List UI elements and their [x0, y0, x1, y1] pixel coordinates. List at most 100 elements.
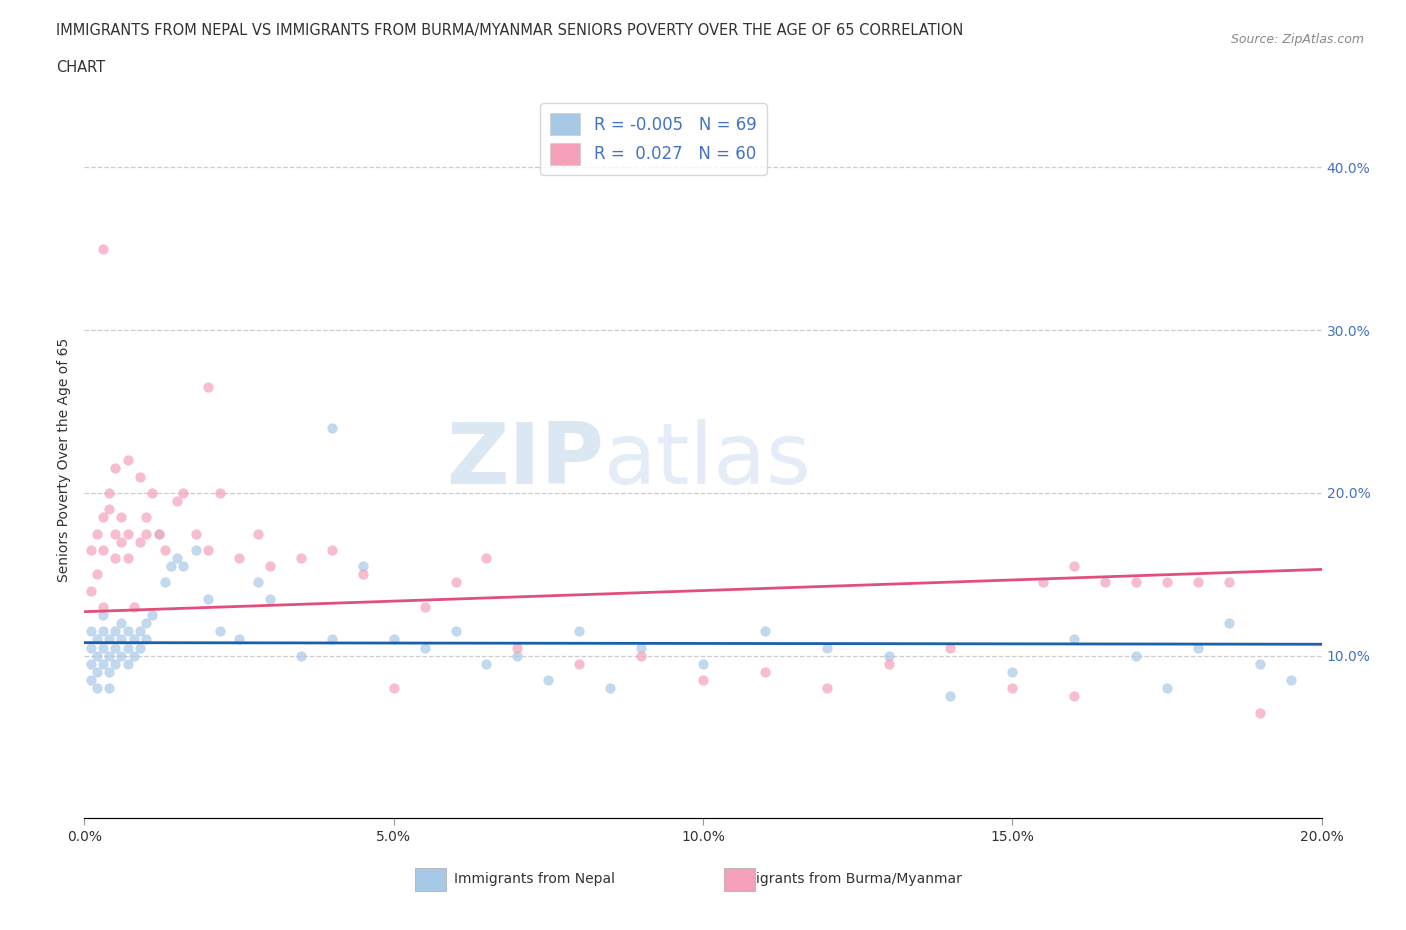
Text: Source: ZipAtlas.com: Source: ZipAtlas.com	[1230, 33, 1364, 46]
Point	[1032, 575, 1054, 590]
Point	[1094, 575, 1116, 590]
Point	[135, 510, 157, 525]
Point	[246, 526, 269, 541]
Point	[91, 657, 114, 671]
Point	[104, 551, 127, 565]
Point	[104, 526, 127, 541]
Point	[1125, 648, 1147, 663]
Point	[122, 600, 145, 615]
Point	[1063, 559, 1085, 574]
Point	[110, 632, 132, 647]
Point	[148, 526, 170, 541]
Point	[104, 640, 127, 655]
Point	[815, 681, 838, 696]
Point	[321, 420, 343, 435]
Point	[98, 648, 121, 663]
Point	[79, 624, 101, 639]
Point	[1001, 681, 1024, 696]
Point	[413, 640, 436, 655]
Point	[197, 379, 219, 394]
Point	[79, 640, 101, 655]
Point	[110, 616, 132, 631]
Point	[172, 559, 194, 574]
Point	[197, 542, 219, 557]
Point	[1187, 575, 1209, 590]
Point	[506, 648, 529, 663]
Point	[86, 567, 108, 582]
Point	[98, 632, 121, 647]
Point	[692, 657, 714, 671]
Point	[148, 526, 170, 541]
Point	[117, 640, 139, 655]
Point	[630, 648, 652, 663]
Point	[599, 681, 621, 696]
Point	[321, 632, 343, 647]
Point	[153, 575, 176, 590]
Point	[184, 542, 207, 557]
Point	[135, 632, 157, 647]
Point	[413, 600, 436, 615]
Point	[86, 664, 108, 679]
Point	[129, 624, 152, 639]
Point	[86, 681, 108, 696]
Point	[122, 632, 145, 647]
Point	[1063, 632, 1085, 647]
Point	[98, 502, 121, 517]
Point	[98, 681, 121, 696]
Point	[754, 664, 776, 679]
Point	[1218, 575, 1240, 590]
Point	[475, 551, 498, 565]
Point	[1249, 657, 1271, 671]
Point	[259, 559, 281, 574]
Point	[1125, 575, 1147, 590]
Point	[129, 469, 152, 484]
Text: atlas: atlas	[605, 418, 813, 502]
Point	[321, 542, 343, 557]
Point	[352, 567, 374, 582]
Y-axis label: Seniors Poverty Over the Age of 65: Seniors Poverty Over the Age of 65	[58, 339, 72, 582]
Point	[209, 485, 232, 500]
Point	[290, 648, 312, 663]
Point	[104, 624, 127, 639]
Point	[506, 640, 529, 655]
Point	[129, 640, 152, 655]
Point	[91, 607, 114, 622]
Point	[444, 624, 467, 639]
Point	[754, 624, 776, 639]
Point	[79, 672, 101, 687]
Point	[86, 632, 108, 647]
Point	[117, 551, 139, 565]
Point	[153, 542, 176, 557]
Point	[135, 616, 157, 631]
Point	[246, 575, 269, 590]
Point	[117, 526, 139, 541]
Text: IMMIGRANTS FROM NEPAL VS IMMIGRANTS FROM BURMA/MYANMAR SENIORS POVERTY OVER THE : IMMIGRANTS FROM NEPAL VS IMMIGRANTS FROM…	[56, 23, 963, 38]
Point	[1001, 664, 1024, 679]
Point	[630, 640, 652, 655]
Point	[141, 485, 163, 500]
Point	[1187, 640, 1209, 655]
Point	[537, 672, 560, 687]
Point	[939, 689, 962, 704]
Point	[79, 657, 101, 671]
Point	[1063, 689, 1085, 704]
Point	[228, 632, 250, 647]
Point	[172, 485, 194, 500]
Point	[86, 526, 108, 541]
Point	[79, 583, 101, 598]
Legend: R = -0.005   N = 69, R =  0.027   N = 60: R = -0.005 N = 69, R = 0.027 N = 60	[540, 103, 766, 175]
Point	[122, 648, 145, 663]
Point	[86, 648, 108, 663]
Point	[117, 453, 139, 468]
Point	[166, 551, 188, 565]
Point	[382, 681, 405, 696]
Point	[141, 607, 163, 622]
Point	[129, 534, 152, 549]
Point	[877, 657, 900, 671]
Point	[117, 657, 139, 671]
Point	[135, 526, 157, 541]
Point	[568, 657, 591, 671]
Point	[815, 640, 838, 655]
Point	[98, 485, 121, 500]
Point	[117, 624, 139, 639]
